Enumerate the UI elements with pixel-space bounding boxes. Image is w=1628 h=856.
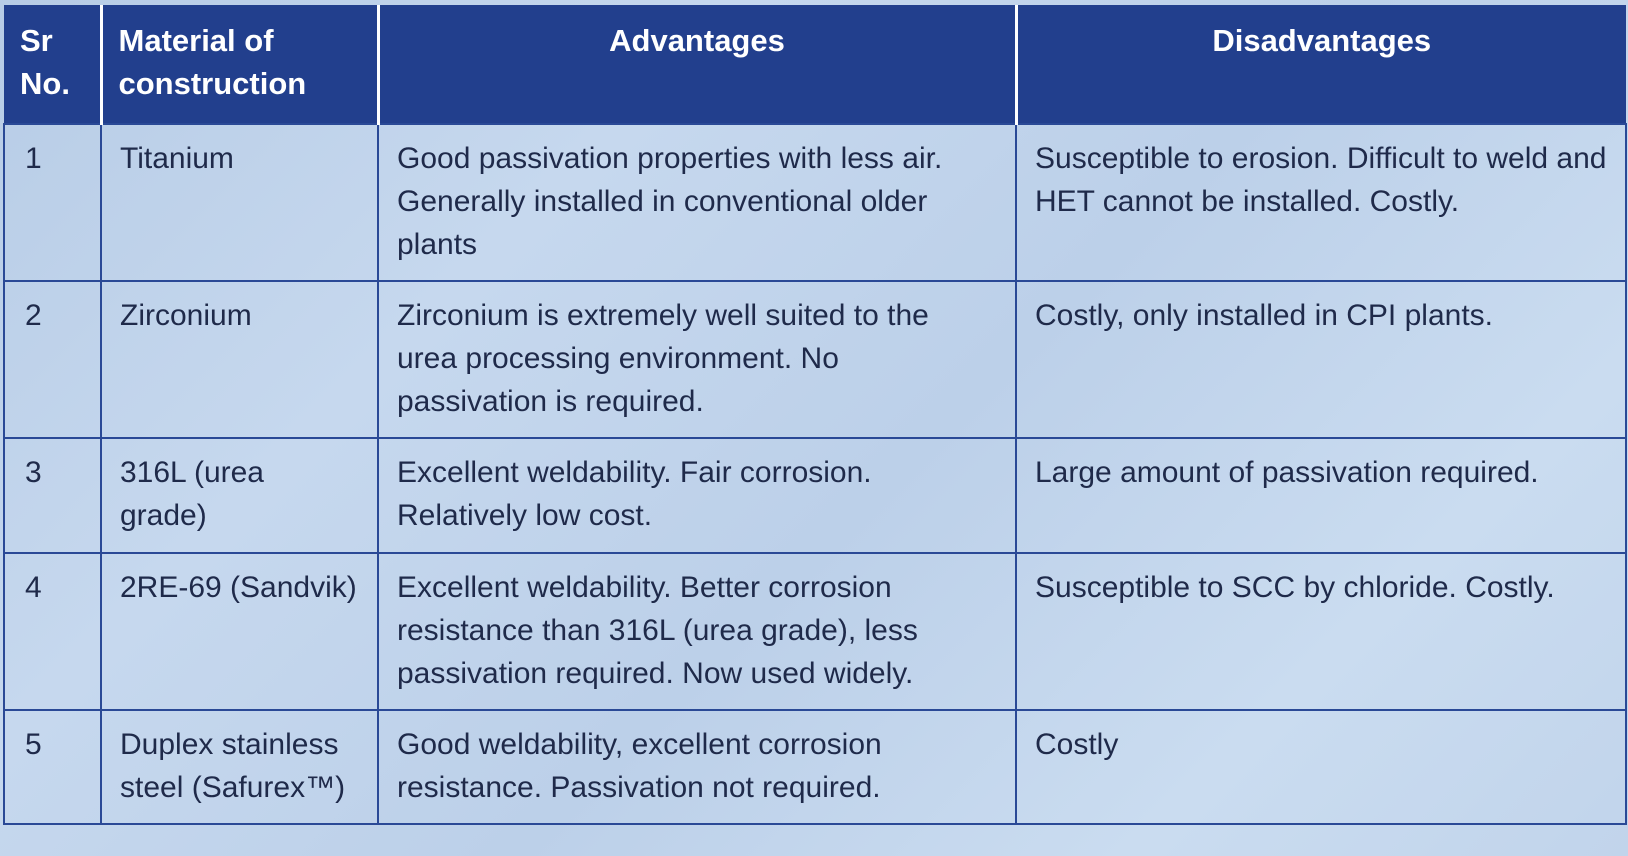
table-row: 1 Titanium Good passivation properties w…	[3, 123, 1627, 282]
table-body: 1 Titanium Good passivation properties w…	[3, 123, 1627, 825]
cell-material: 2RE-69 (Sandvik)	[100, 552, 379, 711]
cell-disadvantages: Costly, only installed in CPI plants.	[1015, 280, 1627, 439]
header-row: Sr No. Material of construction Advantag…	[4, 5, 1626, 124]
cell-material: Zirconium	[100, 280, 379, 439]
table-row: 5 Duplex stainless steel (Safurex™) Good…	[3, 709, 1627, 825]
cell-sr-no: 5	[3, 709, 102, 825]
materials-comparison-table: Sr No. Material of construction Advantag…	[3, 5, 1627, 825]
cell-sr-no: 1	[3, 123, 102, 282]
header-advantages: Advantages	[376, 5, 1018, 124]
cell-advantages: Zirconium is extremely well suited to th…	[377, 280, 1017, 439]
header-sr-no: Sr No.	[4, 5, 103, 124]
header-disadvantages: Disadvantages	[1014, 5, 1626, 124]
cell-advantages: Excellent weldability. Better corrosion …	[377, 552, 1017, 711]
cell-disadvantages: Susceptible to SCC by chloride. Costly.	[1015, 552, 1627, 711]
cell-material: Duplex stainless steel (Safurex™)	[100, 709, 379, 825]
table-row: 4 2RE-69 (Sandvik) Excellent weldability…	[3, 552, 1627, 711]
cell-sr-no: 4	[3, 552, 102, 711]
cell-sr-no: 2	[3, 280, 102, 439]
cell-material: Titanium	[100, 123, 379, 282]
table-row: 3 316L (urea grade) Excellent weldabilit…	[3, 437, 1627, 554]
header-material: Material of construction	[99, 5, 380, 124]
table-header: Sr No. Material of construction Advantag…	[4, 5, 1626, 124]
cell-advantages: Good passivation properties with less ai…	[377, 123, 1017, 282]
cell-disadvantages: Costly	[1015, 709, 1627, 825]
cell-disadvantages: Large amount of passivation required.	[1015, 437, 1627, 554]
cell-material: 316L (urea grade)	[100, 437, 379, 554]
cell-advantages: Good weldability, excellent corrosion re…	[377, 709, 1017, 825]
table-row: 2 Zirconium Zirconium is extremely well …	[3, 280, 1627, 439]
cell-advantages: Excellent weldability. Fair corrosion. R…	[377, 437, 1017, 554]
cell-sr-no: 3	[3, 437, 102, 554]
cell-disadvantages: Susceptible to erosion. Difficult to wel…	[1015, 123, 1627, 282]
